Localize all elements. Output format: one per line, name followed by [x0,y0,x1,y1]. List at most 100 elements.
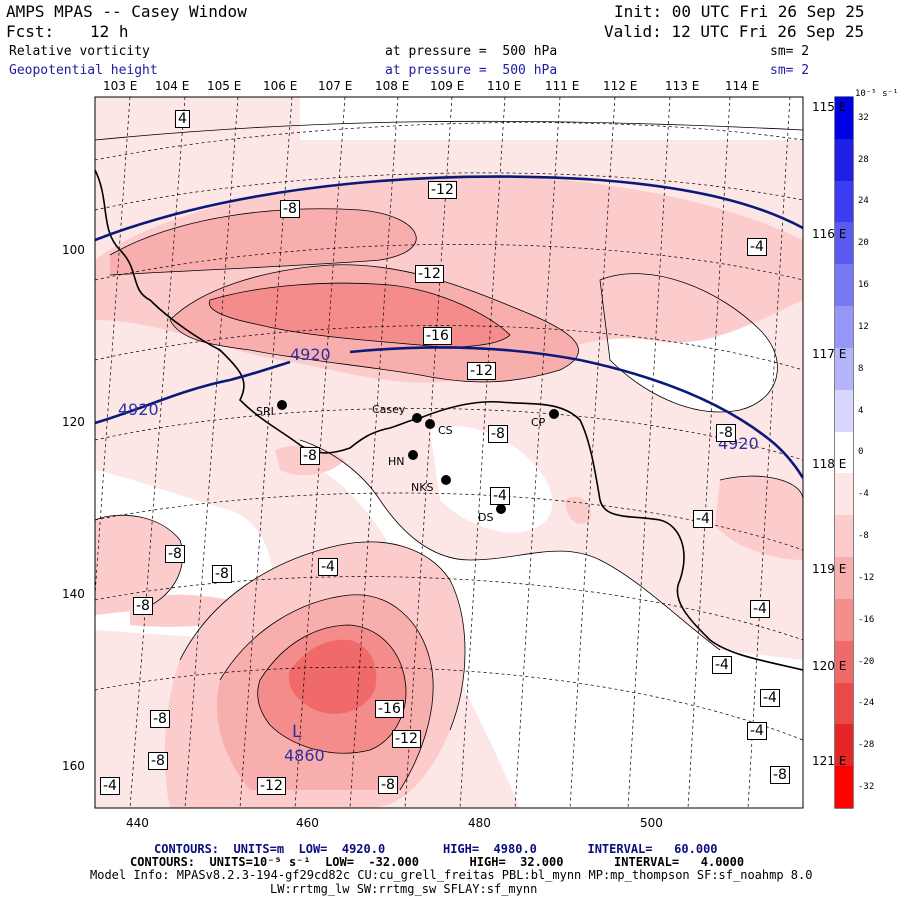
colorbar-label: -16 [858,614,875,625]
lon-label-right: 120 E [812,659,847,673]
vorticity-contour-label: -8 [133,597,153,615]
station-label-cp: CP [531,416,546,429]
colorbar-label: 0 [858,447,864,458]
vorticity-contour-label: -4 [318,558,338,576]
lon-label-top: 114 E [725,79,760,93]
colorbar-swatch [835,682,853,725]
colorbar-label: -12 [858,572,875,583]
colorbar-label: -20 [858,656,875,667]
field2-level: at pressure = 500 hPa [385,63,558,78]
x-tick-label: 460 [296,816,319,830]
vorticity-contour-label: -4 [750,600,770,618]
vorticity-contour-label: -16 [423,327,452,345]
lon-label-top: 104 E [155,79,190,93]
colorbar-label: 16 [858,280,869,291]
colorbar-label: 24 [858,196,869,207]
colorbar-swatch [835,598,853,642]
vorticity-contour-label: -8 [150,710,170,728]
station-label-cs: CS [438,424,453,437]
lon-label-right: 118 E [812,457,847,471]
colorbar-label: 8 [858,363,864,374]
colorbar-swatch [835,180,853,223]
vorticity-contour-label: -8 [488,425,508,443]
height-contour-label: 4920 [118,400,159,419]
height-contours [95,175,803,479]
colorbar-label: 32 [858,112,869,123]
low-center-marker: L [292,722,302,742]
colorbar [835,97,853,809]
colorbar-swatch [835,515,853,558]
colorbar-swatch [835,766,853,809]
vorticity-contour-label: -4 [747,722,767,740]
lon-label-right: 121 E [812,754,847,768]
colorbar-label: 12 [858,321,869,332]
vorticity-contour-label: -12 [257,777,286,795]
vorticity-contour-label: -8 [300,447,320,465]
vorticity-contour-label: -12 [467,362,496,380]
colorbar-label: 20 [858,238,869,249]
station-label-ds: DS [478,511,494,524]
vorticity-contour-label: -8 [378,776,398,794]
vorticity-contour-label: -4 [712,656,732,674]
lon-label-top: 109 E [430,79,465,93]
y-tick-label: 140 [62,587,85,601]
colorbar-swatch [835,347,853,391]
colorbar-label: -24 [858,698,875,709]
lon-label-top: 112 E [603,79,638,93]
colorbar-swatch [835,97,853,140]
colorbar-unit: 10⁻⁵ s⁻¹ [855,89,899,99]
y-tick-label: 160 [62,759,85,773]
height-contour-label: 4920 [290,345,331,364]
colorbar-label: -28 [858,740,875,751]
lon-label-top: 108 E [375,79,410,93]
vorticity-contour-label: -4 [100,777,120,795]
vorticity-contour-label: -8 [716,424,736,442]
colorbar-swatch [835,306,853,349]
vorticity-contour-label: -8 [212,565,232,583]
lon-label-right: 115 E [812,100,847,114]
field2-smoothing: sm= 2 [770,63,810,78]
lon-label-right: 117 E [812,347,847,361]
lon-label-top: 107 E [318,79,353,93]
init-time: Init: 00 UTC Fri 26 Sep 25 [614,2,865,21]
colorbar-swatch [835,724,853,767]
colorbar-label: 28 [858,154,869,165]
vorticity-contour-label: 4 [175,110,190,128]
footer-model-info-2: LW:rrtmg_lw SW:rrtmg_sw SFLAY:sf_mynn [270,882,538,896]
footer-model-info: Model Info: MPASv8.2.3-194-gf29cd82c CU:… [90,868,813,882]
colorbar-swatch [835,222,853,265]
station-label-nks: NKS [411,481,434,494]
x-tick-label: 500 [640,816,663,830]
y-tick-label: 120 [62,415,85,429]
footer-contours-vorticity: CONTOURS: UNITS=10⁻⁵ s⁻¹ LOW= -32.000 HI… [130,855,745,869]
colorbar-label: -32 [858,782,875,792]
station-label-hn: HN [388,455,405,468]
vorticity-fill [95,97,803,808]
map-frame [94,96,804,809]
vorticity-contour-label: -16 [375,700,404,718]
lon-label-top: 113 E [665,79,700,93]
lon-label-top: 106 E [263,79,298,93]
fcst-value: 12 h [90,22,129,41]
colorbar-label: 4 [858,405,864,416]
lon-label-top: 110 E [487,79,522,93]
colorbar-swatch [835,640,853,684]
vorticity-contour-label: -8 [280,200,300,218]
station-label-sri: SRI [256,405,274,418]
field1-level: at pressure = 500 hPa [385,44,558,59]
colorbar-swatch [835,138,853,182]
lon-label-top: 105 E [207,79,242,93]
field2-name: Geopotential height [9,63,158,78]
colorbar-swatch [835,473,853,516]
vorticity-contour-label: -4 [490,487,510,505]
fcst-label: Fcst: [6,22,55,41]
station-markers [277,400,559,514]
vorticity-contour-label: -4 [760,689,780,707]
x-tick-label: 480 [468,816,491,830]
valid-time: Valid: 12 UTC Fri 26 Sep 25 [604,22,865,41]
y-tick-label: 100 [62,243,85,257]
colorbar-label: -4 [858,489,869,500]
footer-contours-height: CONTOURS: UNITS=m LOW= 4920.0 HIGH= 4980… [154,842,718,856]
vorticity-contour-label: -12 [428,181,457,199]
field1-name: Relative vorticity [9,44,150,59]
